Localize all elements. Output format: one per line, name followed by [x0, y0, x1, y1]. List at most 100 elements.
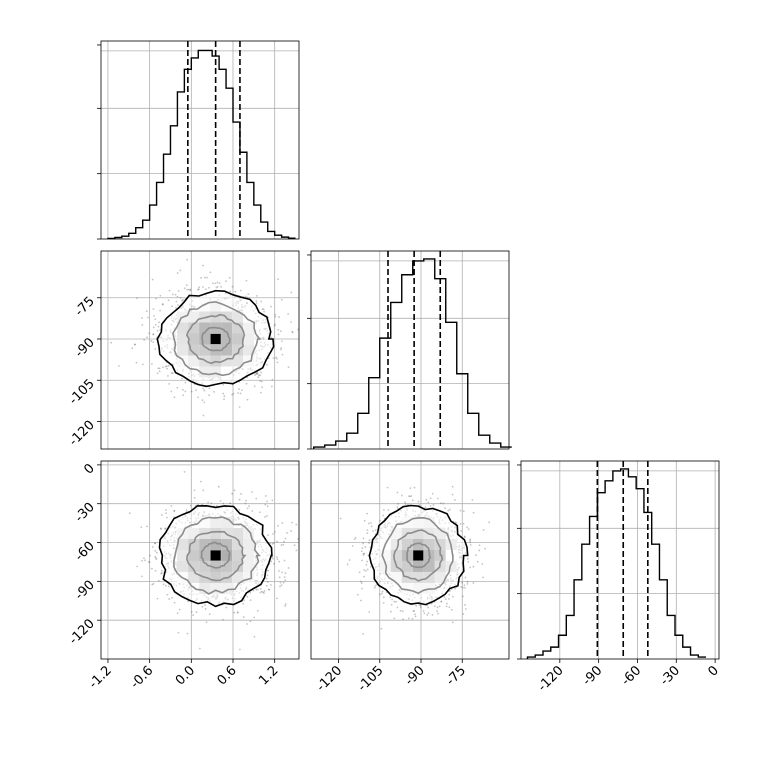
scatter-point — [476, 560, 479, 563]
scatter-point — [407, 617, 410, 620]
scatter-point — [448, 508, 451, 511]
scatter-point — [366, 568, 369, 571]
scatter-point — [259, 380, 261, 382]
scatter-point — [181, 377, 183, 380]
scatter-point — [359, 580, 362, 583]
scatter-point — [454, 521, 457, 524]
scatter-point — [244, 295, 247, 298]
scatter-point — [429, 497, 432, 500]
scatter-point — [207, 501, 209, 504]
scatter-point — [472, 582, 475, 584]
scatter-point — [418, 604, 421, 607]
scatter-point — [195, 611, 198, 614]
scatter-point — [177, 290, 180, 292]
scatter-point — [373, 586, 376, 589]
scatter-point — [244, 502, 247, 505]
scatter-point — [266, 505, 269, 508]
scatter-point — [210, 502, 213, 505]
histogram-step-line — [313, 258, 512, 449]
scatter-point — [154, 555, 157, 558]
scatter-point — [264, 516, 266, 518]
scatter-point — [199, 480, 202, 483]
scatter-point — [216, 285, 219, 288]
scatter-point — [417, 500, 420, 503]
scatter-point — [147, 560, 150, 563]
scatter-point — [192, 614, 195, 616]
scatter-point — [238, 388, 240, 390]
scatter-point — [466, 580, 469, 583]
scatter-point — [245, 499, 247, 502]
scatter-point — [284, 603, 287, 605]
scatter-point — [176, 272, 179, 274]
scatter-point — [176, 612, 179, 614]
scatter-point — [164, 365, 167, 368]
scatter-point — [407, 503, 409, 506]
scatter-point — [411, 617, 414, 620]
scatter-point — [391, 598, 393, 601]
scatter-point — [212, 282, 214, 285]
histogram-panel-0 — [97, 40, 300, 240]
scatter-point — [383, 508, 385, 511]
scatter-point — [152, 308, 155, 310]
scatter-point — [382, 514, 385, 517]
scatter-point — [213, 390, 215, 393]
scatter-point — [152, 333, 155, 336]
scatter-point — [354, 536, 357, 539]
scatter-point — [246, 623, 248, 625]
scatter-panel-2 — [310, 460, 510, 660]
scatter-point — [219, 500, 222, 502]
scatter-point — [147, 316, 149, 319]
scatter-point — [437, 612, 439, 615]
scatter-point — [154, 318, 157, 321]
scatter-point — [482, 576, 484, 579]
scatter-point — [140, 526, 143, 529]
scatter-point — [237, 392, 239, 394]
histogram-step-line — [107, 49, 296, 240]
scatter-content — [128, 471, 299, 651]
scatter-point — [281, 522, 284, 524]
scatter-point — [150, 340, 153, 342]
scatter-point — [482, 529, 485, 531]
scatter-point — [159, 527, 162, 530]
scatter-point — [218, 282, 221, 285]
scatter-point — [222, 392, 225, 395]
scatter-point — [269, 584, 272, 586]
scatter-point — [302, 357, 304, 359]
scatter-point — [297, 538, 299, 540]
scatter-point — [187, 288, 190, 291]
scatter-point — [396, 491, 399, 494]
scatter-point — [236, 611, 239, 613]
scatter-point — [448, 606, 451, 609]
scatter-point — [432, 504, 435, 506]
scatter-point — [382, 602, 385, 604]
scatter-point — [270, 385, 273, 388]
scatter-point — [155, 558, 158, 561]
scatter-point — [279, 581, 282, 584]
scatter-point — [197, 288, 200, 290]
scatter-point — [280, 347, 283, 349]
scatter-point — [259, 591, 262, 594]
scatter-point — [436, 497, 439, 500]
panels-group: -1.2 -0.6 0.0 0.6 1.2 -120 -105 -90 -75 -120 -90 -6… — [66, 40, 722, 695]
panel-frame — [310, 250, 510, 450]
scatter-point — [451, 485, 454, 488]
scatter-point — [151, 278, 154, 281]
scatter-point — [290, 530, 292, 532]
scatter-point — [273, 324, 276, 327]
scatter-point — [173, 601, 176, 604]
scatter-point — [264, 503, 267, 506]
scatter-point — [469, 538, 471, 541]
scatter-point — [176, 386, 179, 389]
scatter-point — [240, 493, 242, 495]
scatter-point — [451, 621, 454, 624]
scatter-point — [283, 576, 286, 579]
scatter-point — [413, 486, 416, 489]
scatter-point — [246, 398, 249, 401]
scatter-point — [202, 264, 204, 267]
scatter-point — [291, 331, 294, 334]
scatter-point — [160, 572, 162, 575]
scatter-point — [287, 313, 290, 315]
scatter-point — [433, 605, 436, 608]
scatter-point — [225, 606, 228, 609]
scatter-point — [348, 559, 351, 561]
